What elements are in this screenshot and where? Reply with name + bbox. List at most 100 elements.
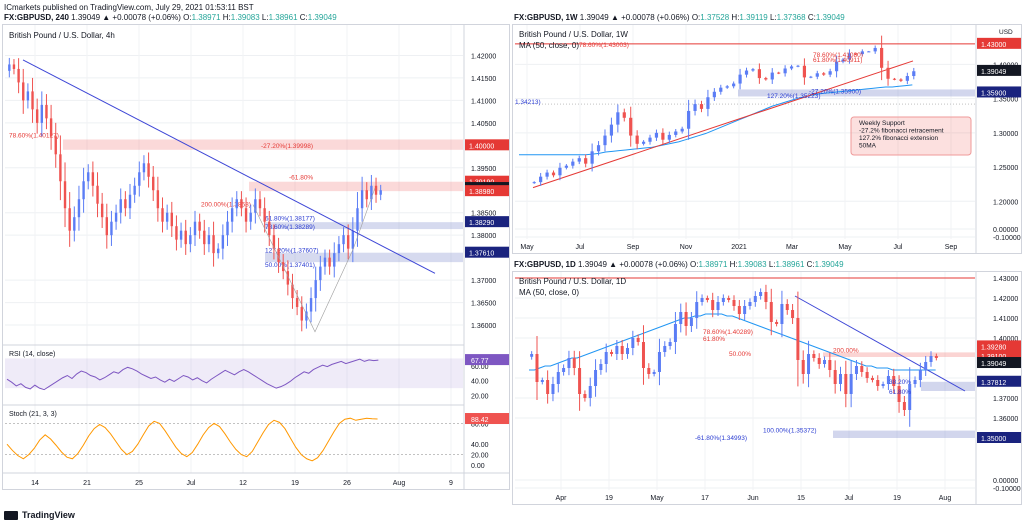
candle-body xyxy=(609,124,614,136)
fib-annotation: 78.60%(1.40127) xyxy=(9,132,59,139)
symbol-1w: FX:GBPUSD, 1W xyxy=(514,13,578,22)
fib-annotation: -27.20%(1.35900) xyxy=(809,88,861,95)
candle-body xyxy=(26,91,30,101)
candle-body xyxy=(100,203,104,218)
candle-body xyxy=(725,86,729,88)
time-tick-label: 25 xyxy=(135,480,143,487)
fib-annotation: -61.80%(1.34993) xyxy=(695,435,747,442)
candle-body xyxy=(699,104,704,109)
candle-body xyxy=(929,356,933,362)
price-tick-label: 1.40000 xyxy=(993,336,1018,343)
fib-annotation: 78.60%(1.38289) xyxy=(265,224,315,231)
price-level-badge xyxy=(977,375,1021,387)
open-label-4h: O: xyxy=(183,13,192,22)
chart-pane-1d[interactable]: 1.430001.420001.410001.400001.380001.370… xyxy=(512,271,1022,505)
candle-body xyxy=(59,154,62,182)
support-zone-lower xyxy=(265,252,463,263)
candle-body xyxy=(268,221,271,236)
fib-annotation: 100.00%(1.35372) xyxy=(763,428,817,435)
candle-body xyxy=(286,271,290,285)
resistance-zone xyxy=(823,352,975,357)
candle-body xyxy=(626,348,630,354)
candle-body xyxy=(712,91,716,98)
candle-body xyxy=(314,280,317,299)
time-tick-label: Aug xyxy=(393,480,406,487)
candle-body xyxy=(596,145,601,152)
time-tick-label: Jul xyxy=(845,495,854,502)
candle-body xyxy=(175,226,178,240)
candle-body xyxy=(785,304,789,310)
candle-body xyxy=(796,318,800,360)
candle-body xyxy=(556,372,560,384)
candle-body xyxy=(791,310,795,318)
candle-body xyxy=(319,266,322,281)
fib-annotation: -61.80% xyxy=(289,175,313,182)
time-tick-label: Jul xyxy=(894,244,903,251)
candle-body xyxy=(753,296,757,302)
candle-body xyxy=(815,73,819,77)
candle-body xyxy=(583,394,587,398)
quote-line-1d: FX:GBPUSD, 1D 1.39049 ▲ +0.00078 (+0.06%… xyxy=(514,260,844,270)
candle-body xyxy=(684,312,688,326)
candle-body xyxy=(860,51,864,55)
candle-body xyxy=(272,235,276,249)
candle-body xyxy=(719,87,723,92)
candle-body xyxy=(902,402,906,410)
candle-body xyxy=(823,360,827,364)
candle-body xyxy=(711,300,715,310)
rsi-line xyxy=(6,358,379,391)
high-label-1d: H: xyxy=(729,260,738,269)
chart-title-4h: British Pound / U.S. Dollar, 4h xyxy=(9,31,115,40)
price-level-label: 1.39049 xyxy=(981,361,1006,368)
candle-body xyxy=(674,131,678,135)
candle-body xyxy=(567,358,571,368)
candle-body xyxy=(221,235,225,249)
candle-body xyxy=(738,74,742,84)
candle-body xyxy=(198,221,201,231)
low-label-4h: L: xyxy=(261,13,269,22)
fib-annotation: -27.20%(1.39998) xyxy=(261,143,313,150)
candle-body xyxy=(110,221,113,236)
time-tick-label: Sep xyxy=(627,244,640,251)
candle-body xyxy=(647,368,651,374)
support-zone-upper xyxy=(265,222,463,230)
candle-body xyxy=(300,307,303,321)
note-line: Weekly Support xyxy=(859,120,905,127)
candle-body xyxy=(539,176,543,183)
rsi-tick-label: 20.00 xyxy=(471,394,489,401)
candle-body xyxy=(924,362,928,370)
candle-body xyxy=(636,338,640,342)
candle-body xyxy=(616,112,620,125)
candle-body xyxy=(867,51,871,53)
candle-body xyxy=(629,117,633,136)
candle-body xyxy=(333,253,336,267)
candle-body xyxy=(356,208,359,231)
ma-label-1w: MA (50, close, 0) xyxy=(519,41,580,50)
price-tick-label: 1.36000 xyxy=(471,323,496,330)
price-tick-label: -0.10000 xyxy=(993,486,1021,493)
chart-pane-1w[interactable]: USD1.400001.350001.300001.250001.200000.… xyxy=(512,24,1022,254)
candle-body xyxy=(899,79,903,81)
candle-body xyxy=(622,112,626,118)
candle-body xyxy=(551,172,556,176)
candle-body xyxy=(564,165,568,168)
candle-body xyxy=(584,158,588,164)
candle-body xyxy=(912,71,916,77)
price-level-badge xyxy=(977,64,1021,76)
candle-body xyxy=(133,185,136,195)
candle-body xyxy=(128,194,132,209)
stoch-tick-label: 40.00 xyxy=(471,442,489,449)
open-label-1d: O: xyxy=(690,260,699,269)
time-tick-label: May xyxy=(520,244,534,251)
price-tick-label: -0.10000 xyxy=(993,235,1021,242)
price-level-label: 1.37610 xyxy=(469,251,494,258)
downtrend-line xyxy=(794,295,966,392)
candle-body xyxy=(679,312,683,324)
candle-body xyxy=(577,158,581,162)
candle-body xyxy=(558,167,562,176)
candle-body xyxy=(68,208,71,231)
candle-body xyxy=(82,181,85,200)
price-level-label: 1.40000 xyxy=(469,143,494,150)
chart-pane-4h[interactable]: 1.42000 1.41500 1.41000 1.40500 1.39500 1.385… xyxy=(2,24,510,490)
candle-body xyxy=(379,190,382,195)
